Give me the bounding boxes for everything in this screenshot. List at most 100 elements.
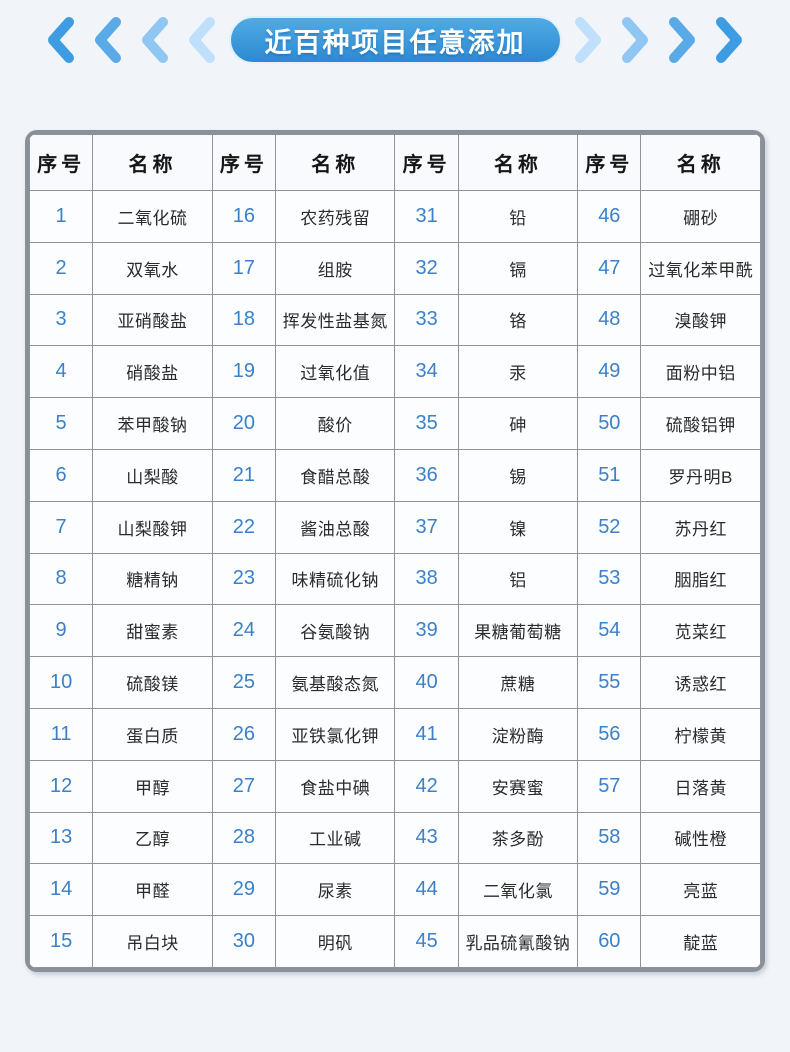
item-index-cell: 54	[577, 604, 642, 658]
table-row: 7 山梨酸钾 22 酱油总酸 37 镍 52 苏丹红	[29, 500, 761, 554]
item-index-cell: 41	[394, 707, 459, 761]
item-index-cell: 51	[577, 448, 642, 502]
item-index-cell: 38	[394, 552, 459, 606]
item-index-cell: 8	[29, 552, 94, 606]
header-cell: 序号	[394, 134, 459, 191]
item-name-cell: 亚硝酸盐	[92, 293, 213, 347]
item-index-cell: 49	[577, 345, 642, 399]
banner-title: 近百种项目任意添加	[264, 27, 526, 58]
item-name-cell: 镍	[457, 500, 579, 554]
item-name-cell: 乳品硫氰酸钠	[457, 915, 579, 968]
item-index-cell: 48	[577, 293, 642, 347]
item-name-cell: 淀粉酶	[457, 707, 579, 761]
item-index-cell: 31	[394, 190, 459, 243]
chevrons-right-icon	[571, 16, 746, 64]
item-index-cell: 15	[29, 915, 94, 968]
item-index-cell: 40	[394, 656, 459, 709]
item-name-cell: 味精硫化钠	[274, 552, 396, 606]
item-index-cell: 13	[29, 811, 94, 865]
item-index-cell: 25	[211, 656, 276, 709]
header-cell: 名称	[640, 134, 761, 191]
item-index-cell: 39	[394, 604, 459, 658]
chevron-right-icon	[669, 17, 695, 63]
item-index-cell: 12	[29, 759, 94, 813]
chevrons-left-icon	[44, 16, 219, 64]
chevron-left-icon	[189, 17, 215, 63]
table-row: 1 二氧化硫 16 农药残留 31 铅 46 硼砂	[29, 190, 761, 243]
item-name-cell: 挥发性盐基氮	[274, 293, 396, 347]
item-index-cell: 22	[211, 500, 276, 554]
item-index-cell: 3	[29, 293, 94, 347]
item-index-cell: 50	[577, 397, 642, 450]
item-name-cell: 食盐中碘	[274, 759, 396, 813]
item-index-cell: 32	[394, 241, 459, 295]
chevron-right-icon	[716, 17, 742, 63]
item-name-cell: 铅	[457, 190, 579, 243]
item-name-cell: 尿素	[274, 863, 396, 917]
item-index-cell: 11	[29, 707, 94, 761]
item-index-cell: 20	[211, 397, 276, 450]
item-name-cell: 过氧化苯甲酰	[640, 241, 761, 295]
table-row: 4 硝酸盐 19 过氧化值 34 汞 49 面粉中铝	[29, 345, 761, 399]
header-cell: 序号	[577, 134, 642, 191]
table-row: 2 双氧水 17 组胺 32 镉 47 过氧化苯甲酰	[29, 241, 761, 295]
item-name-cell: 茶多酚	[457, 811, 579, 865]
item-name-cell: 山梨酸钾	[92, 500, 213, 554]
item-name-cell: 蔗糖	[457, 656, 579, 709]
item-index-cell: 36	[394, 448, 459, 502]
item-name-cell: 硫酸铝钾	[640, 397, 761, 450]
item-name-cell: 日落黄	[640, 759, 761, 813]
item-name-cell: 组胺	[274, 241, 396, 295]
item-index-cell: 24	[211, 604, 276, 658]
item-name-cell: 亚铁氯化钾	[274, 707, 396, 761]
header-cell: 名称	[274, 134, 396, 191]
table-row: 14 甲醛 29 尿素 44 二氧化氯 59 亮蓝	[29, 863, 761, 917]
item-index-cell: 34	[394, 345, 459, 399]
item-index-cell: 6	[29, 448, 94, 502]
item-name-cell: 山梨酸	[92, 448, 213, 502]
table-row: 5 苯甲酸钠 20 酸价 35 砷 50 硫酸铝钾	[29, 397, 761, 450]
item-index-cell: 5	[29, 397, 94, 450]
item-index-cell: 52	[577, 500, 642, 554]
item-name-cell: 工业碱	[274, 811, 396, 865]
item-index-cell: 29	[211, 863, 276, 917]
table-row: 12 甲醇 27 食盐中碘 42 安赛蜜 57 日落黄	[29, 759, 761, 813]
item-index-cell: 19	[211, 345, 276, 399]
item-index-cell: 42	[394, 759, 459, 813]
item-index-cell: 27	[211, 759, 276, 813]
item-name-cell: 溴酸钾	[640, 293, 761, 347]
item-name-cell: 甲醇	[92, 759, 213, 813]
item-name-cell: 铬	[457, 293, 579, 347]
item-name-cell: 安赛蜜	[457, 759, 579, 813]
header-cell: 名称	[457, 134, 579, 191]
item-name-cell: 汞	[457, 345, 579, 399]
item-index-cell: 47	[577, 241, 642, 295]
header-cell: 序号	[29, 134, 94, 191]
item-name-cell: 胭脂红	[640, 552, 761, 606]
item-index-cell: 55	[577, 656, 642, 709]
item-name-cell: 明矾	[274, 915, 396, 968]
item-name-cell: 亮蓝	[640, 863, 761, 917]
items-table-container: 序号 名称 序号 名称 序号 名称 序号 名称 1 二氧化硫 16 农药残留 31 铅 46 硼砂 2 双氧水 1…	[25, 130, 765, 972]
item-name-cell: 砷	[457, 397, 579, 450]
chevron-right-icon	[575, 17, 601, 63]
item-index-cell: 33	[394, 293, 459, 347]
item-index-cell: 59	[577, 863, 642, 917]
table-row: 11 蛋白质 26 亚铁氯化钾 41 淀粉酶 56 柠檬黄	[29, 707, 761, 761]
item-name-cell: 氨基酸态氮	[274, 656, 396, 709]
item-name-cell: 硼砂	[640, 190, 761, 243]
item-name-cell: 甲醛	[92, 863, 213, 917]
item-name-cell: 双氧水	[92, 241, 213, 295]
item-index-cell: 1	[29, 190, 94, 243]
item-name-cell: 苏丹红	[640, 500, 761, 554]
item-name-cell: 吊白块	[92, 915, 213, 968]
items-table: 序号 名称 序号 名称 序号 名称 序号 名称 1 二氧化硫 16 农药残留 31 铅 46 硼砂 2 双氧水 1…	[29, 134, 761, 968]
item-index-cell: 17	[211, 241, 276, 295]
table-row: 15 吊白块 30 明矾 45 乳品硫氰酸钠 60 靛蓝	[29, 915, 761, 968]
item-name-cell: 面粉中铝	[640, 345, 761, 399]
item-name-cell: 铝	[457, 552, 579, 606]
item-index-cell: 43	[394, 811, 459, 865]
item-name-cell: 罗丹明B	[640, 448, 761, 502]
item-name-cell: 苋菜红	[640, 604, 761, 658]
item-index-cell: 7	[29, 500, 94, 554]
